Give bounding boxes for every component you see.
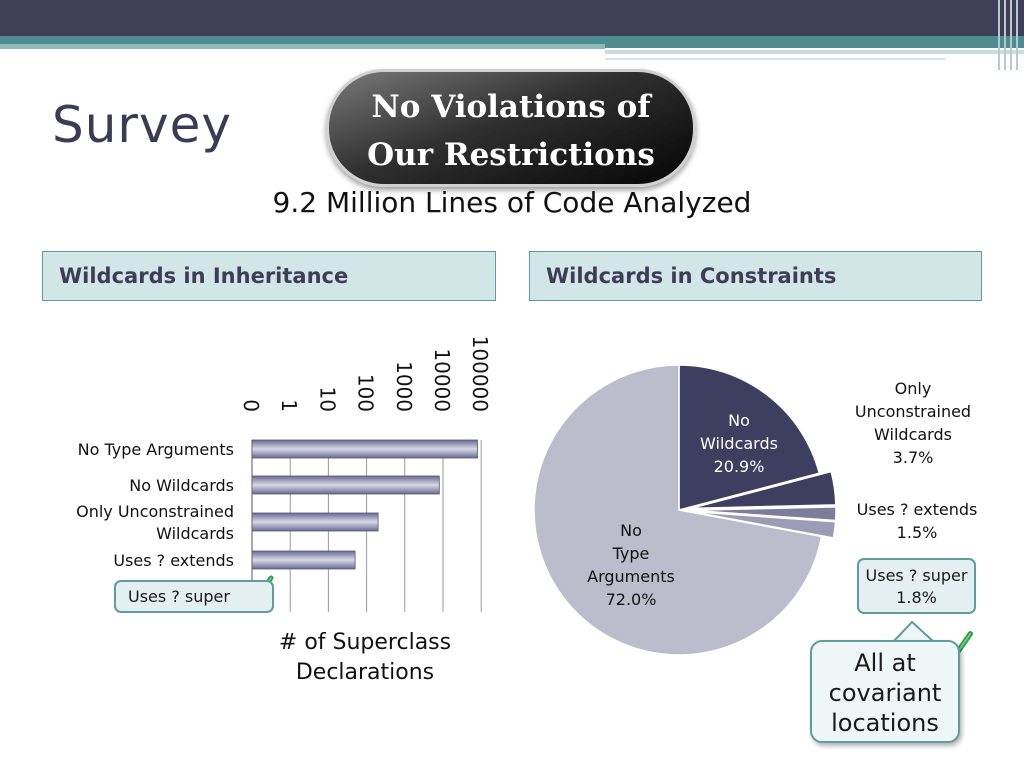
header-decoration bbox=[994, 0, 1024, 70]
header-line bbox=[605, 50, 1024, 54]
bar-category-label: No Type Arguments bbox=[78, 440, 234, 459]
bar-tick-label: 100000 bbox=[468, 336, 492, 412]
pie-label-unconstrained: Only Unconstrained Wildcards 3.7% bbox=[855, 379, 971, 467]
bar-0 bbox=[251, 439, 478, 459]
inheritance-header: Wildcards in Inheritance bbox=[42, 251, 496, 301]
covariant-callout-tail bbox=[890, 620, 937, 643]
pie-slice-1 bbox=[690, 470, 837, 510]
banner-line-2: Our Restrictions bbox=[367, 137, 655, 173]
bar-tick-label: 0 bbox=[239, 399, 263, 412]
bar-1 bbox=[251, 475, 440, 495]
uses-super-pie-value: 1.8% bbox=[896, 588, 937, 607]
pie-label-no-type-arguments: No Type Arguments 72.0% bbox=[587, 521, 675, 609]
bar-category-label: No Wildcards bbox=[129, 476, 234, 495]
covariant-line-1: All at bbox=[854, 649, 916, 677]
pie-label-no-wildcards: No Wildcards 20.9% bbox=[700, 411, 778, 476]
bar-category-label: Uses ? extends bbox=[113, 551, 234, 570]
slide-title: Survey bbox=[52, 96, 232, 154]
bar-2 bbox=[251, 512, 379, 532]
bar-tick-label: 10000 bbox=[430, 348, 454, 412]
slide-subtitle: 9.2 Million Lines of Code Analyzed bbox=[272, 186, 752, 219]
bar-tick-label: 1000 bbox=[392, 361, 416, 412]
bar-tick-label: 100 bbox=[354, 374, 378, 412]
pie-slice-4 bbox=[533, 364, 823, 656]
pie-slice-2 bbox=[690, 506, 837, 522]
covariant-line-2: covariant bbox=[828, 679, 942, 707]
uses-super-pie-label: Uses ? super bbox=[865, 566, 968, 585]
constraints-header: Wildcards in Constraints bbox=[529, 251, 982, 301]
pie-label-extends: Uses ? extends 1.5% bbox=[857, 500, 978, 542]
covariant-line-3: locations bbox=[831, 709, 939, 737]
bar-x-axis-label: # of Superclass Declarations bbox=[278, 630, 452, 685]
bar-tick-label: 10 bbox=[315, 387, 339, 412]
pie-slice-0 bbox=[678, 364, 821, 511]
uses-super-pie-callout: Uses ? super 1.8% bbox=[857, 558, 976, 614]
header-line-thin bbox=[605, 58, 945, 60]
header-stripe-light bbox=[0, 44, 605, 49]
bar-3 bbox=[251, 550, 356, 570]
pie-slice-3 bbox=[690, 510, 837, 539]
bar-category-label: Only Unconstrained Wildcards bbox=[76, 502, 234, 543]
bar-tick-label: 1 bbox=[277, 399, 301, 412]
restrictions-banner: No Violations of Our Restrictions bbox=[326, 69, 696, 187]
uses-super-callout: Uses ? super bbox=[114, 580, 274, 613]
header-bar bbox=[0, 0, 1024, 36]
banner-line-1: No Violations of bbox=[371, 89, 651, 125]
covariant-callout: All at covariant locations bbox=[810, 640, 960, 743]
